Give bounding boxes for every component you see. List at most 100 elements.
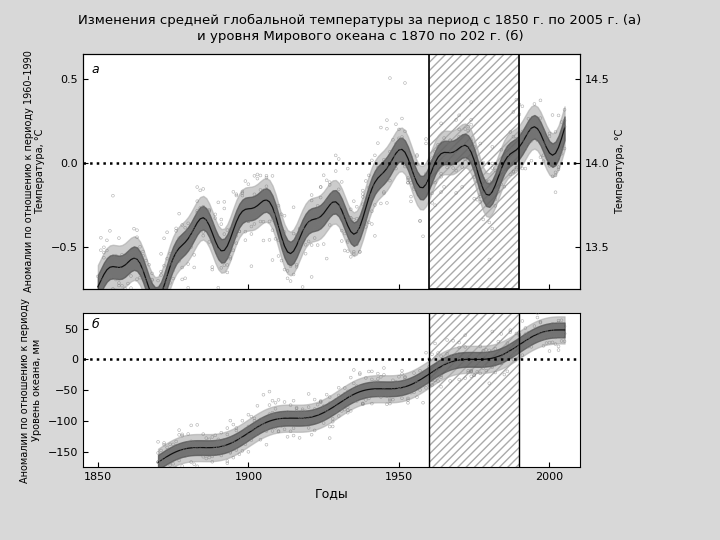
Point [354, 224, 366, 232]
Point [149, 315, 161, 323]
Point [444, 354, 456, 363]
Point [381, 382, 392, 390]
Point [342, 408, 354, 417]
Point [381, 124, 392, 133]
Point [210, 210, 221, 219]
Point [492, 357, 504, 366]
Point [270, 211, 282, 220]
Point [324, 180, 336, 189]
Point [258, 419, 269, 428]
Point [438, 362, 450, 371]
Point [153, 285, 164, 293]
Point [477, 174, 489, 183]
Point [327, 200, 338, 209]
Point [324, 178, 336, 186]
Text: и уровня Мирового океана с 1870 по 202 г. (б): и уровня Мирового океана с 1870 по 202 г… [197, 30, 523, 43]
Point [465, 367, 477, 376]
Point [336, 199, 348, 207]
Point [459, 374, 471, 382]
Point [204, 238, 215, 246]
Point [186, 449, 197, 458]
Point [233, 439, 245, 448]
Point [523, 139, 534, 147]
Point [230, 446, 242, 454]
Point [399, 373, 410, 382]
Point [366, 220, 377, 228]
Point [495, 359, 507, 368]
Point [297, 224, 308, 232]
Point [146, 276, 158, 285]
Point [456, 140, 468, 149]
Point [354, 226, 366, 235]
Point [158, 284, 170, 293]
Point [546, 333, 558, 341]
Point [408, 185, 420, 193]
Point [285, 427, 297, 436]
Point [122, 279, 134, 288]
Point [219, 261, 230, 269]
Point [444, 352, 456, 361]
Point [219, 436, 230, 444]
Point [186, 242, 197, 251]
Point [375, 393, 387, 401]
Point [366, 156, 377, 165]
Point [498, 370, 510, 379]
Point [556, 321, 567, 330]
Point [447, 351, 459, 360]
Point [513, 332, 525, 340]
Point [528, 328, 540, 336]
Point [462, 368, 474, 377]
Point [484, 218, 495, 227]
Point [315, 396, 326, 405]
Point [204, 207, 215, 216]
Point [261, 426, 272, 434]
Y-axis label: Аномалии по отношению к периоду
Уровень океана, мм: Аномалии по отношению к периоду Уровень … [20, 298, 42, 483]
Point [426, 376, 438, 384]
Point [153, 458, 164, 467]
Point [429, 201, 441, 210]
Point [477, 364, 489, 373]
Point [556, 332, 567, 340]
Point [520, 330, 531, 339]
Point [477, 346, 489, 355]
Point [318, 171, 330, 179]
Point [321, 407, 333, 415]
Point [266, 410, 278, 419]
Point [179, 445, 191, 454]
Point [258, 186, 269, 195]
Point [330, 407, 341, 416]
Point [153, 276, 164, 285]
Point [240, 440, 251, 449]
Point [266, 427, 278, 435]
Point [110, 275, 122, 284]
Point [336, 178, 348, 186]
Point [544, 347, 555, 355]
Point [459, 342, 471, 351]
Point [411, 151, 423, 159]
Point [204, 453, 215, 462]
Point [526, 137, 537, 145]
Point [414, 177, 426, 185]
Point [366, 380, 377, 389]
Point [418, 192, 429, 201]
Point [120, 254, 131, 262]
Point [303, 225, 315, 234]
Point [438, 362, 450, 371]
Point [420, 348, 432, 357]
Point [363, 171, 374, 180]
Point [215, 451, 227, 460]
Point [528, 99, 540, 108]
Point [285, 417, 297, 426]
Point [176, 263, 188, 272]
Point [447, 139, 459, 148]
Point [444, 146, 456, 155]
Point [484, 177, 495, 186]
Point [387, 384, 399, 393]
Point [204, 206, 215, 215]
Point [255, 171, 266, 180]
Point [432, 140, 444, 149]
Point [490, 166, 501, 175]
Point [176, 431, 188, 440]
Point [270, 410, 282, 418]
Point [510, 134, 522, 143]
